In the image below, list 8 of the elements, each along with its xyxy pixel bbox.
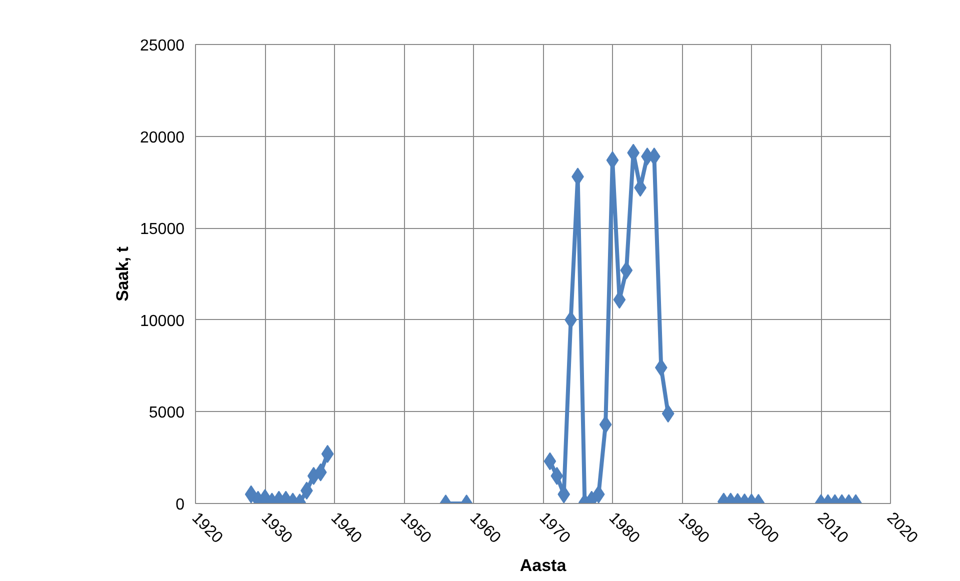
y-tick-label: 5000: [148, 404, 185, 422]
y-tick-label: 10000: [140, 312, 185, 330]
y-axis-title: Saak, t: [113, 246, 132, 302]
y-tick-label: 25000: [140, 38, 185, 54]
y-tick-label: 20000: [140, 129, 185, 146]
x-axis-title: Aasta: [520, 556, 567, 576]
y-tick-label: 15000: [140, 221, 185, 238]
y-tick-label: 0: [176, 496, 185, 514]
